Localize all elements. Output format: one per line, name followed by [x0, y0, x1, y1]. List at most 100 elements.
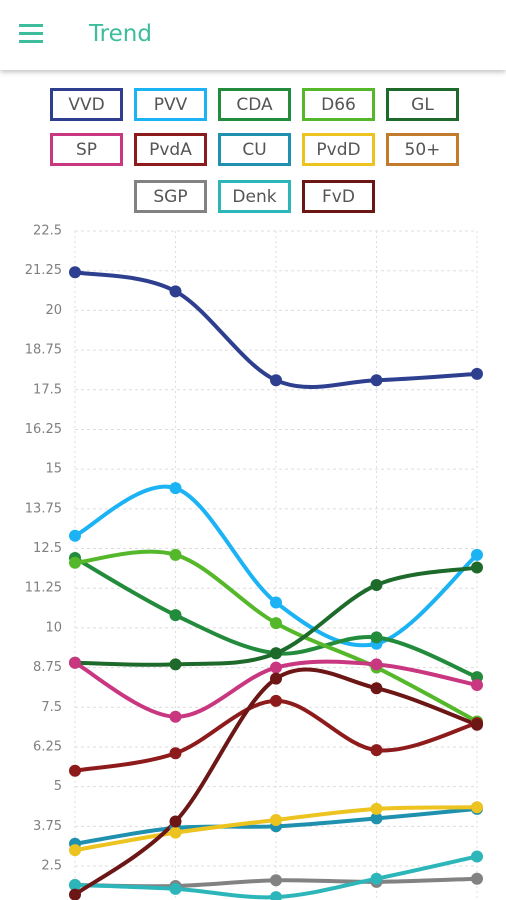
data-point — [169, 609, 182, 622]
data-point — [471, 367, 483, 380]
data-point — [370, 744, 383, 757]
legend-item[interactable]: PvdD — [302, 133, 375, 166]
y-tick-label: 17.5 — [33, 382, 62, 397]
data-point — [471, 548, 483, 561]
legend-item[interactable]: FvD — [302, 180, 375, 213]
data-point — [169, 882, 182, 895]
legend-item[interactable]: SGP — [134, 180, 207, 213]
data-point — [370, 802, 383, 815]
legend-label: CU — [242, 140, 266, 160]
data-point — [169, 658, 182, 671]
legend-box — [134, 180, 207, 213]
legend-item[interactable]: CDA — [218, 88, 291, 121]
legend-item[interactable]: PvdA — [134, 133, 207, 166]
legend-label: SGP — [153, 187, 187, 207]
y-tick-label: 7.5 — [41, 700, 62, 715]
legend-item[interactable]: 50+ — [386, 133, 459, 166]
data-point — [471, 561, 483, 574]
legend-box — [50, 133, 123, 166]
app-title: Trend — [89, 21, 152, 47]
data-point — [270, 694, 282, 707]
data-point — [270, 672, 282, 685]
data-point — [69, 888, 81, 900]
legend-label: VVD — [68, 95, 104, 115]
y-tick-label: 22.5 — [33, 224, 62, 239]
legend-item[interactable]: GL — [386, 88, 459, 121]
data-point — [471, 850, 483, 863]
legend-box — [134, 88, 207, 121]
data-point — [69, 844, 81, 857]
data-point — [270, 661, 282, 674]
y-tick-label: 21.25 — [25, 263, 62, 278]
y-tick-label: 12.5 — [33, 541, 62, 556]
legend-label: PvdD — [316, 140, 360, 160]
data-point — [370, 579, 383, 592]
legend-item[interactable]: SP — [50, 133, 123, 166]
legend-label: SP — [76, 140, 97, 160]
app-bar: Trend — [0, 0, 506, 70]
legend-box — [218, 133, 291, 166]
data-point — [370, 682, 383, 695]
y-tick-label: 11.25 — [25, 581, 62, 596]
data-point — [370, 872, 383, 885]
legend-box — [386, 88, 459, 121]
legend-box — [134, 133, 207, 166]
legend-label: PvdA — [149, 140, 192, 160]
data-point — [169, 747, 182, 760]
data-point — [270, 617, 282, 630]
legend-label: GL — [411, 95, 434, 115]
data-point — [270, 891, 282, 900]
y-tick-label: 18.75 — [25, 343, 62, 358]
data-point — [270, 813, 282, 826]
y-tick-label: 16.25 — [25, 422, 62, 437]
y-tick-label: 3.75 — [33, 819, 62, 834]
data-point — [69, 764, 81, 777]
y-tick-label: 6.25 — [33, 739, 62, 754]
data-point — [471, 872, 483, 885]
y-tick-label: 2.5 — [41, 859, 62, 874]
data-point — [471, 801, 483, 814]
data-point — [169, 826, 182, 839]
legend-item[interactable]: CU — [218, 133, 291, 166]
legend-item[interactable]: VVD — [50, 88, 123, 121]
data-point — [169, 710, 182, 723]
series-line — [74, 270, 478, 390]
y-tick-label: 13.75 — [25, 501, 62, 516]
data-point — [169, 815, 182, 828]
y-tick-label: 20 — [45, 303, 62, 318]
legend-box — [218, 180, 291, 213]
legend-box — [302, 180, 375, 213]
legend-item[interactable]: D66 — [302, 88, 375, 121]
y-tick-label: 15 — [45, 462, 62, 477]
legend-box — [302, 88, 375, 121]
data-point — [69, 529, 81, 542]
legend-label: Denk — [232, 187, 276, 207]
data-point — [471, 679, 483, 692]
data-point — [370, 658, 383, 671]
legend-label: PVV — [154, 95, 188, 115]
data-point — [270, 596, 282, 609]
data-point — [69, 266, 81, 279]
data-point — [270, 874, 282, 887]
data-point — [270, 647, 282, 660]
data-point — [169, 285, 182, 298]
legend-label: 50+ — [405, 140, 441, 160]
y-tick-label: 10 — [45, 620, 62, 635]
legend-label: CDA — [236, 95, 273, 115]
y-tick-label: 5 — [54, 779, 62, 794]
data-point — [69, 656, 81, 669]
legend-item[interactable]: Denk — [218, 180, 291, 213]
data-point — [370, 631, 383, 644]
legend-item[interactable]: PVV — [134, 88, 207, 121]
data-point — [370, 374, 383, 387]
menu-icon[interactable] — [19, 24, 49, 48]
data-point — [69, 556, 81, 569]
series-line — [73, 667, 478, 897]
legend-box — [218, 88, 291, 121]
legend-label: FvD — [322, 187, 355, 207]
legend-label: D66 — [321, 95, 356, 115]
data-point — [169, 548, 182, 561]
data-point — [169, 482, 182, 495]
